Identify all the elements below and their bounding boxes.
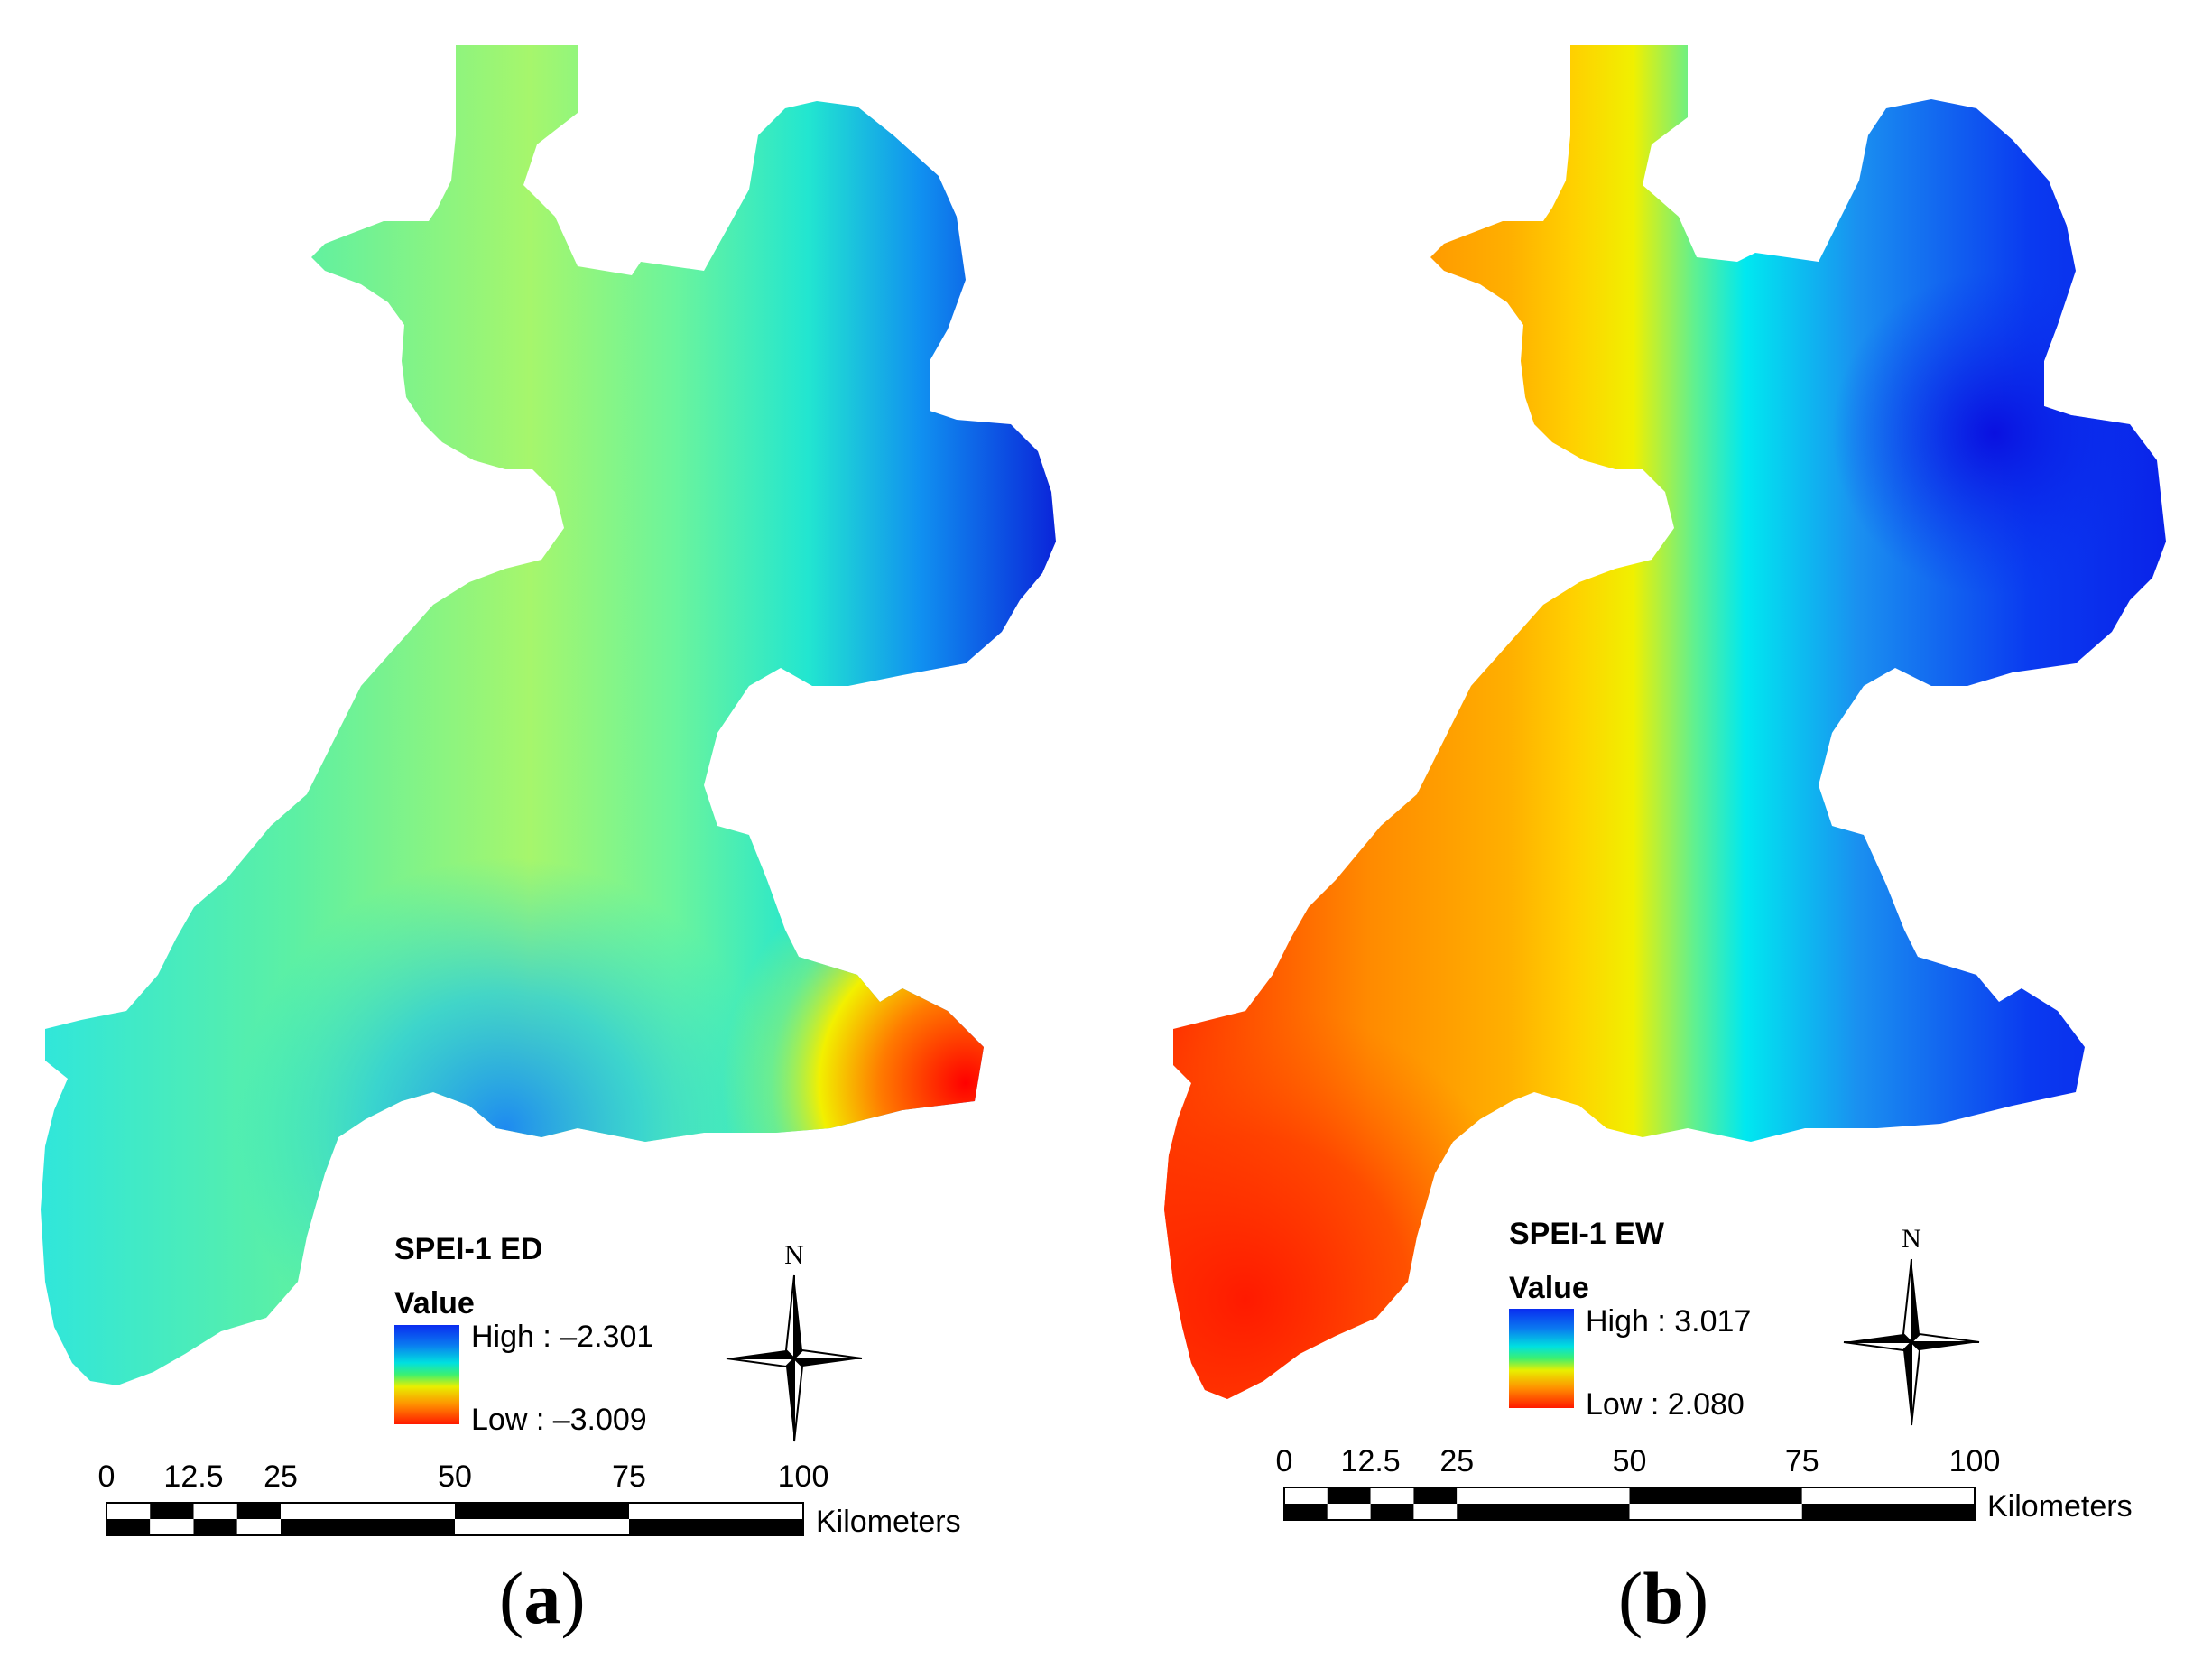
legend-a: SPEI-1 ED Value High : –2.301 Low : –3.0… — [394, 1232, 653, 1437]
scale-outline — [106, 1502, 804, 1536]
scale-segment-top — [1457, 1487, 1630, 1504]
scale-segment-bottom — [455, 1519, 629, 1535]
scale-segment-top — [1801, 1487, 1975, 1504]
north-arrow-a-icon: N — [726, 1240, 863, 1442]
scale-segment-top — [1629, 1487, 1802, 1504]
north-label-a: N — [784, 1240, 804, 1270]
legend-b-high: High : 3.017 — [1586, 1304, 1751, 1339]
scale-tick-label: 75 — [612, 1460, 646, 1494]
scale-segment-top — [1413, 1487, 1458, 1504]
legend-a-high: High : –2.301 — [471, 1320, 653, 1354]
scale-tick-label: 100 — [1949, 1444, 2001, 1478]
scale-tick-label: 25 — [264, 1460, 298, 1494]
scale-tick-label: 100 — [778, 1460, 829, 1494]
legend-a-subtitle: Value — [394, 1286, 475, 1320]
scale-unit-label: Kilometers — [816, 1505, 961, 1539]
scale-segment-bottom — [1413, 1504, 1458, 1520]
scale-segment-bottom — [193, 1519, 237, 1535]
legend-b-subtitle: Value — [1509, 1271, 1589, 1305]
scale-tick-label: 75 — [1785, 1444, 1819, 1478]
scale-segment-bottom — [106, 1519, 151, 1535]
scale-segment-bottom — [1801, 1504, 1975, 1520]
scale-unit-label: Kilometers — [1987, 1489, 2133, 1524]
scale-segment-top — [106, 1503, 151, 1519]
scale-segment-top — [1284, 1487, 1328, 1504]
scale-bar-b: 0 12.5 25 50 75 100 Kilometers — [1276, 1444, 2133, 1524]
scale-segment-bottom — [1284, 1504, 1328, 1520]
scale-segment-top — [281, 1503, 455, 1519]
map-a — [41, 45, 1056, 1385]
legend-a-color-ramp — [394, 1325, 459, 1424]
scale-segment-top — [1370, 1487, 1414, 1504]
north-arrow-b-icon: N — [1843, 1224, 1980, 1426]
legend-b: SPEI-1 EW Value High : 3.017 Low : 2.080 — [1509, 1217, 1751, 1422]
scale-bar-a: 0 12.5 25 50 75 100 Kilometers — [98, 1460, 961, 1539]
scale-tick-label: 50 — [1613, 1444, 1647, 1478]
panel-label-b: (b) — [1618, 1557, 1709, 1639]
north-label-b: N — [1902, 1224, 1921, 1254]
legend-b-color-ramp — [1509, 1309, 1574, 1408]
scale-segment-top — [193, 1503, 237, 1519]
legend-a-title: SPEI-1 ED — [394, 1232, 542, 1266]
scale-segment-bottom — [236, 1519, 281, 1535]
scale-segment-top — [150, 1503, 194, 1519]
scale-tick-label: 12.5 — [1341, 1444, 1401, 1478]
scale-segment-bottom — [1457, 1504, 1630, 1520]
scale-segment-top — [629, 1503, 803, 1519]
scale-tick-label: 50 — [438, 1460, 472, 1494]
scale-tick-label: 25 — [1439, 1444, 1474, 1478]
scale-segment-bottom — [281, 1519, 455, 1535]
scale-segment-top — [455, 1503, 629, 1519]
map-a-raster — [41, 45, 1056, 1385]
scale-segment-bottom — [1629, 1504, 1802, 1520]
scale-tick-label: 12.5 — [163, 1460, 223, 1494]
scale-tick-label: 0 — [1276, 1444, 1293, 1478]
scale-segment-bottom — [1370, 1504, 1414, 1520]
legend-b-low: Low : 2.080 — [1586, 1387, 1745, 1422]
scale-segment-bottom — [629, 1519, 803, 1535]
scale-segment-top — [236, 1503, 281, 1519]
scale-segment-bottom — [150, 1519, 194, 1535]
legend-b-title: SPEI-1 EW — [1509, 1217, 1665, 1251]
scale-segment-bottom — [1327, 1504, 1371, 1520]
legend-a-low: Low : –3.009 — [471, 1403, 647, 1437]
scale-segment-top — [1327, 1487, 1371, 1504]
scale-outline — [1283, 1487, 1976, 1521]
scale-tick-label: 0 — [98, 1460, 116, 1494]
panel-label-a: (a) — [499, 1557, 586, 1639]
